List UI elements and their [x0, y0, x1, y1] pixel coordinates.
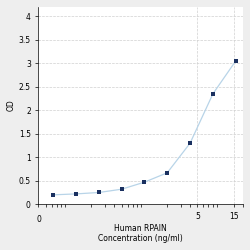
Point: [74, 192, 78, 196]
Point: [51, 193, 55, 197]
X-axis label: Human RPAIN
Concentration (ng/ml): Human RPAIN Concentration (ng/ml): [98, 224, 183, 243]
Y-axis label: OD: OD: [7, 100, 16, 112]
Point: [142, 180, 146, 184]
Point: [120, 187, 124, 191]
Point: [211, 92, 215, 96]
Point: [188, 141, 192, 145]
Point: [97, 190, 101, 194]
Text: 0: 0: [36, 215, 41, 224]
Point: [165, 171, 169, 175]
Point: [234, 59, 238, 63]
